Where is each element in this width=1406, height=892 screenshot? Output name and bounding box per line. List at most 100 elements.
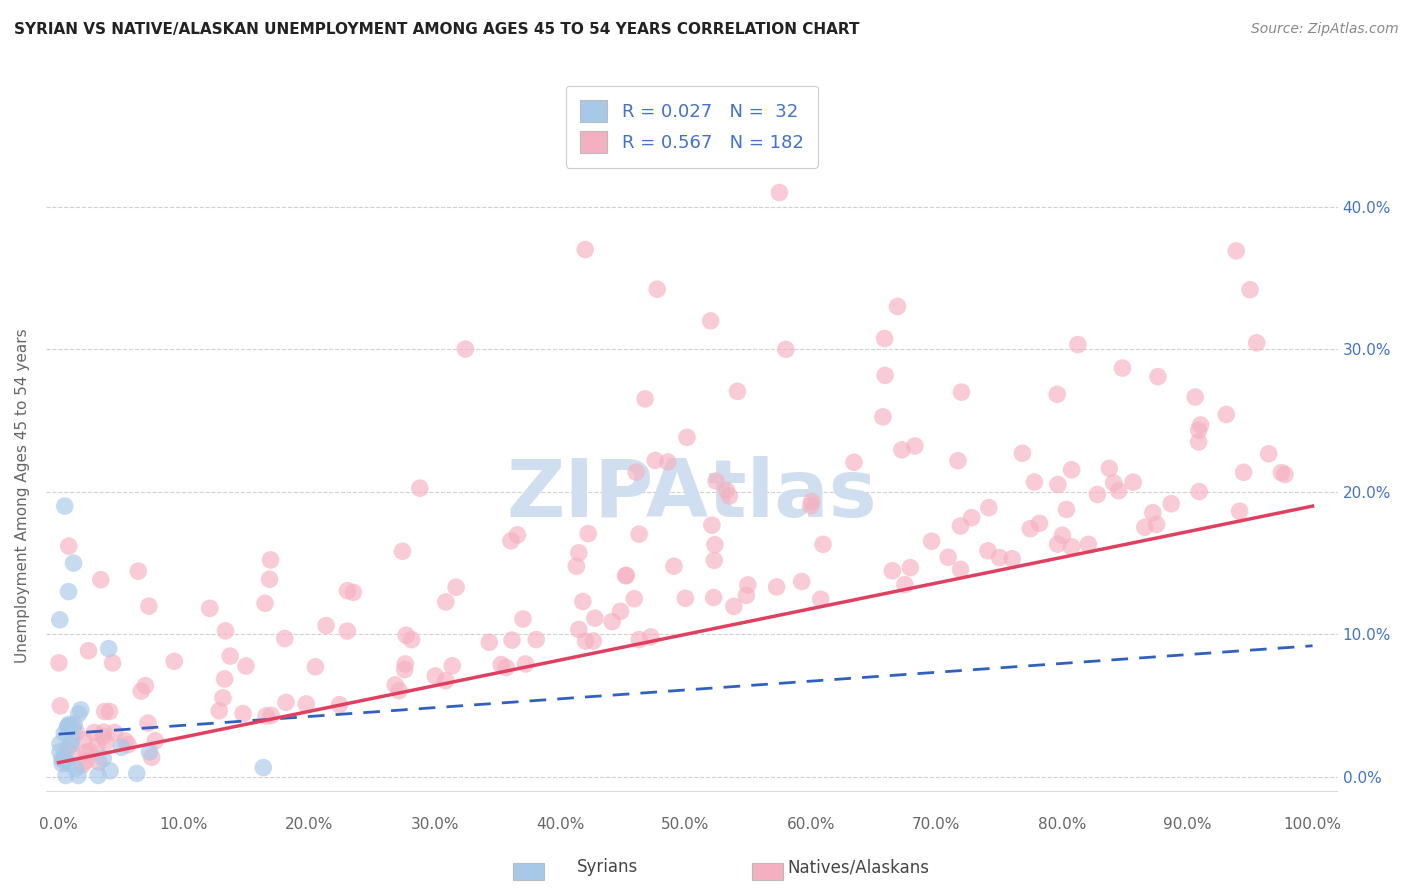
Natives/Alaskans	[114, 734, 136, 748]
Natives/Alaskans	[425, 669, 447, 683]
Natives/Alaskans	[101, 656, 124, 670]
Legend: R = 0.027   N =  32, R = 0.567   N = 182: R = 0.027 N = 32, R = 0.567 N = 182	[565, 86, 818, 168]
Natives/Alaskans	[574, 634, 596, 648]
Natives/Alaskans	[800, 499, 823, 513]
Natives/Alaskans	[657, 455, 679, 469]
Syrians	[59, 738, 82, 752]
Natives/Alaskans	[600, 615, 623, 629]
Natives/Alaskans	[454, 342, 477, 356]
Natives/Alaskans	[703, 553, 725, 567]
Syrians	[51, 752, 73, 766]
Natives/Alaskans	[640, 630, 662, 644]
Natives/Alaskans	[890, 442, 912, 457]
Syrians	[252, 761, 274, 775]
Natives/Alaskans	[645, 282, 668, 296]
Natives/Alaskans	[1011, 446, 1033, 460]
Natives/Alaskans	[295, 697, 318, 711]
Natives/Alaskans	[699, 314, 721, 328]
Natives/Alaskans	[811, 537, 834, 551]
Syrians	[56, 719, 79, 733]
Natives/Alaskans	[662, 559, 685, 574]
Natives/Alaskans	[1098, 461, 1121, 475]
Natives/Alaskans	[83, 725, 105, 739]
Natives/Alaskans	[703, 538, 725, 552]
Natives/Alaskans	[304, 660, 326, 674]
Natives/Alaskans	[93, 725, 115, 739]
Syrians	[56, 720, 79, 734]
Natives/Alaskans	[1142, 506, 1164, 520]
Syrians	[67, 768, 90, 782]
Natives/Alaskans	[960, 510, 983, 524]
Syrians	[70, 703, 93, 717]
Natives/Alaskans	[495, 660, 517, 674]
Natives/Alaskans	[136, 716, 159, 731]
Text: ZIPAtlas: ZIPAtlas	[506, 457, 877, 534]
Natives/Alaskans	[1233, 465, 1256, 479]
Natives/Alaskans	[342, 585, 364, 599]
Text: Natives/Alaskans: Natives/Alaskans	[787, 858, 929, 876]
Natives/Alaskans	[1133, 520, 1156, 534]
Natives/Alaskans	[1160, 497, 1182, 511]
Natives/Alaskans	[232, 706, 254, 721]
Natives/Alaskans	[274, 695, 297, 709]
Natives/Alaskans	[875, 368, 897, 383]
Syrians	[91, 751, 114, 765]
Syrians	[55, 768, 77, 782]
Natives/Alaskans	[1257, 447, 1279, 461]
Natives/Alaskans	[718, 489, 741, 503]
Natives/Alaskans	[936, 550, 959, 565]
Natives/Alaskans	[141, 750, 163, 764]
Syrians	[55, 753, 77, 767]
Natives/Alaskans	[259, 572, 281, 586]
Natives/Alaskans	[616, 568, 638, 582]
Natives/Alaskans	[737, 578, 759, 592]
Natives/Alaskans	[1146, 517, 1168, 532]
Natives/Alaskans	[214, 672, 236, 686]
Natives/Alaskans	[524, 632, 547, 647]
Natives/Alaskans	[623, 591, 645, 606]
Natives/Alaskans	[949, 562, 972, 576]
Natives/Alaskans	[1046, 537, 1069, 551]
Natives/Alaskans	[873, 332, 896, 346]
Natives/Alaskans	[260, 708, 283, 723]
Natives/Alaskans	[727, 384, 749, 399]
Natives/Alaskans	[1122, 475, 1144, 489]
Natives/Alaskans	[1028, 516, 1050, 531]
Natives/Alaskans	[676, 430, 699, 444]
Natives/Alaskans	[565, 559, 588, 574]
Syrians	[98, 764, 121, 778]
Natives/Alaskans	[75, 745, 97, 759]
Natives/Alaskans	[1108, 483, 1130, 498]
Syrians	[52, 751, 75, 765]
Natives/Alaskans	[882, 564, 904, 578]
Natives/Alaskans	[704, 474, 727, 488]
Syrians	[60, 733, 83, 747]
Natives/Alaskans	[1046, 387, 1069, 401]
Natives/Alaskans	[444, 580, 467, 594]
Natives/Alaskans	[950, 385, 973, 400]
Natives/Alaskans	[208, 704, 231, 718]
Natives/Alaskans	[1274, 467, 1296, 482]
Syrians	[62, 721, 84, 735]
Natives/Alaskans	[336, 624, 359, 638]
Natives/Alaskans	[58, 539, 80, 553]
Natives/Alaskans	[70, 758, 93, 772]
Natives/Alaskans	[576, 526, 599, 541]
Natives/Alaskans	[775, 343, 797, 357]
Syrians	[125, 766, 148, 780]
Natives/Alaskans	[700, 518, 723, 533]
Natives/Alaskans	[1184, 390, 1206, 404]
Syrians	[49, 613, 72, 627]
Natives/Alaskans	[489, 657, 512, 672]
Natives/Alaskans	[77, 644, 100, 658]
Natives/Alaskans	[441, 658, 464, 673]
Natives/Alaskans	[259, 553, 281, 567]
Syrians	[67, 706, 90, 721]
Natives/Alaskans	[1067, 337, 1090, 351]
Natives/Alaskans	[79, 744, 101, 758]
Natives/Alaskans	[56, 741, 79, 756]
Natives/Alaskans	[163, 654, 186, 668]
Natives/Alaskans	[49, 698, 72, 713]
Natives/Alaskans	[212, 690, 235, 705]
Natives/Alaskans	[499, 533, 522, 548]
